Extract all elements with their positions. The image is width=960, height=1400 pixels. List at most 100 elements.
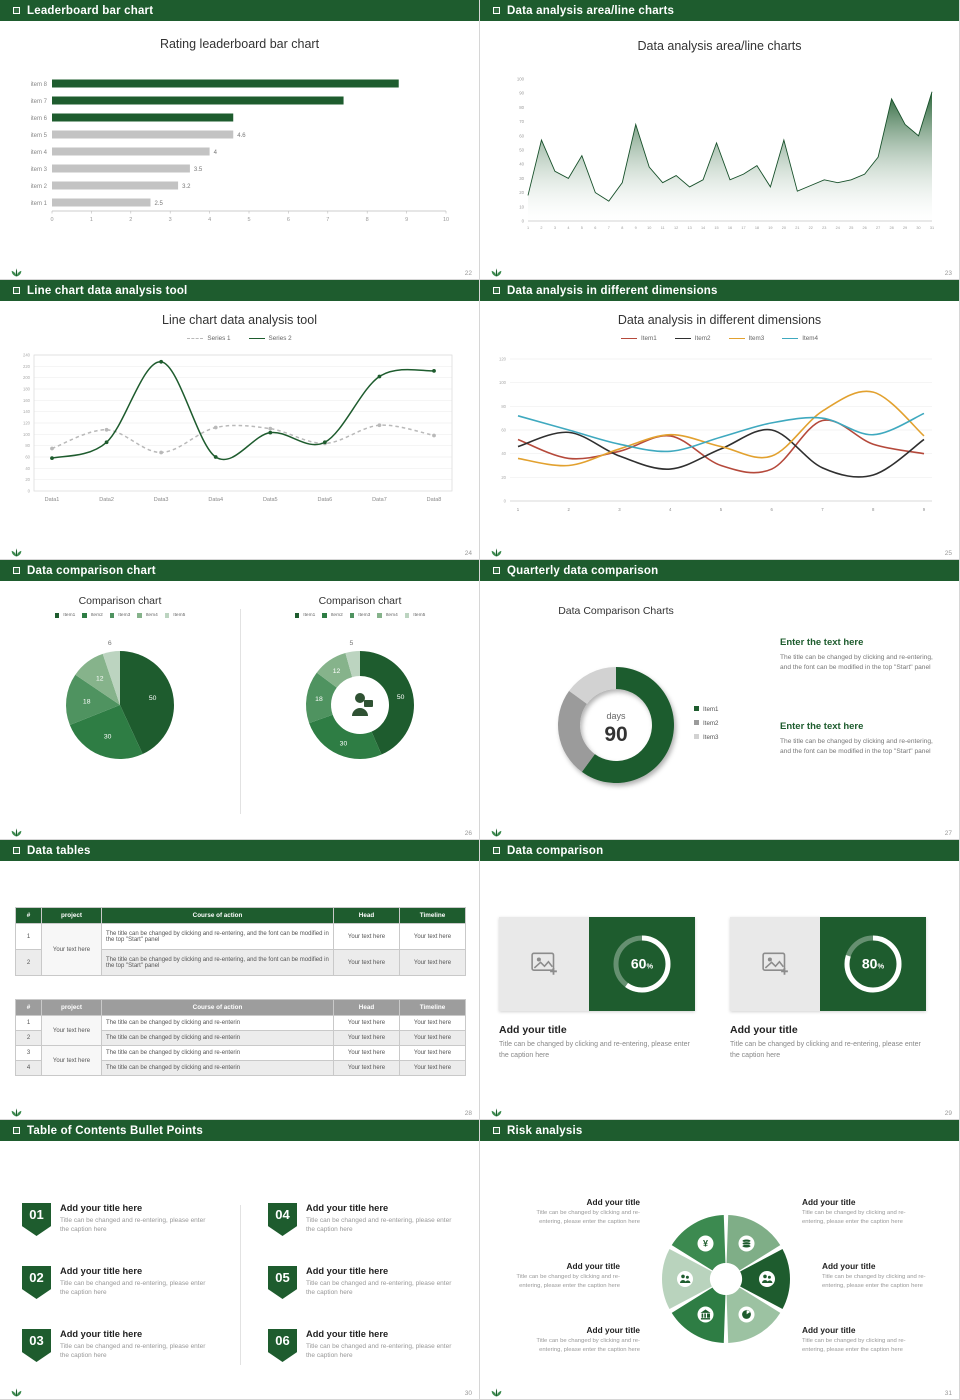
slide-header: Risk analysis xyxy=(480,1120,959,1141)
legend-item: Item5 xyxy=(404,613,425,618)
svg-text:100: 100 xyxy=(499,380,507,385)
data-table-gray: # project Course of action Head Timeline… xyxy=(15,999,466,1076)
wheat-logo-icon xyxy=(11,1108,22,1117)
svg-text:Data1: Data1 xyxy=(45,497,60,503)
progress-ring: 80% xyxy=(841,932,905,996)
legend-item: Item1 xyxy=(621,335,657,342)
slide-risk-analysis: Risk analysis ¥ Add your title Title can… xyxy=(480,1120,960,1400)
block-title: Enter the text here xyxy=(780,721,864,732)
svg-text:140: 140 xyxy=(23,409,31,414)
slide-footer: 24 xyxy=(10,548,472,557)
block-title: Add your title xyxy=(802,1325,856,1335)
svg-text:3.2: 3.2 xyxy=(182,184,191,190)
divider xyxy=(240,1205,241,1365)
table-cell: Your text here xyxy=(399,949,466,976)
slide-header: Data analysis area/line charts xyxy=(480,0,959,21)
coins-icon xyxy=(742,1239,751,1248)
toc-item: 03 Add your title here Title can be chan… xyxy=(22,1329,234,1362)
square-bullet-icon xyxy=(493,847,500,854)
svg-text:17: 17 xyxy=(741,226,745,230)
page-number: 25 xyxy=(944,550,952,557)
donut-chart: 50 30 18 12 5 xyxy=(240,623,479,783)
svg-text:31: 31 xyxy=(930,226,934,230)
table-cell: Your text here xyxy=(333,1060,400,1076)
svg-text:240: 240 xyxy=(23,353,31,358)
badge-number: 06 xyxy=(275,1333,290,1348)
slide-toc-bullets: Table of Contents Bullet Points 01 Add y… xyxy=(0,1120,480,1400)
svg-text:200: 200 xyxy=(23,375,31,380)
pie-panel: Comparison chart Item1 Item2 Item3 Item4 Ite… xyxy=(0,581,240,839)
block-body: The title can be changed by clicking and… xyxy=(780,738,933,756)
svg-text:80%: 80% xyxy=(862,956,885,972)
card-title: Add your title xyxy=(499,1024,567,1036)
wheat-logo-icon xyxy=(491,1108,502,1117)
chart-title: Comparison chart xyxy=(78,595,162,607)
svg-text:8: 8 xyxy=(366,217,369,223)
wheat-logo-icon xyxy=(11,548,22,557)
table-cell: The title can be changed by clicking and… xyxy=(101,1030,334,1046)
svg-text:26: 26 xyxy=(863,226,867,230)
block-caption: Title can be changed by clicking and re-… xyxy=(802,1210,906,1225)
table-row: 2 The title can be changed by clicking a… xyxy=(15,949,466,976)
block-title: Add your title xyxy=(586,1325,640,1335)
slide-header-title: Data comparison chart xyxy=(27,564,156,577)
svg-text:18: 18 xyxy=(315,696,323,703)
svg-text:180: 180 xyxy=(23,387,31,392)
wheat-logo-icon xyxy=(491,1388,502,1397)
svg-text:item 3: item 3 xyxy=(31,167,48,173)
svg-text:7: 7 xyxy=(821,507,824,512)
item-title: Add your title here xyxy=(60,1203,143,1213)
svg-text:Data3: Data3 xyxy=(154,497,169,503)
column-header: Head xyxy=(333,999,400,1016)
svg-text:120: 120 xyxy=(23,421,31,426)
svg-text:1: 1 xyxy=(527,226,529,230)
toc-item: 06 Add your title here Title can be chan… xyxy=(268,1329,479,1362)
slide-header: Data tables xyxy=(0,840,479,861)
square-bullet-icon xyxy=(13,567,20,574)
area-chart: 0 10 20 30 40 50 60 70 80 90 100 1 2 3 4 5 6 7 8 9 10 11 12 13 1… xyxy=(480,69,959,265)
svg-text:Data6: Data6 xyxy=(318,497,333,503)
table-header-row: # project Course of action Head Timeline xyxy=(15,999,466,1016)
slide-data-comparison-cards: Data comparison 60% Add your title Title… xyxy=(480,840,960,1120)
column-header: project xyxy=(41,999,102,1016)
slide-header: Quarterly data comparison xyxy=(480,560,959,581)
svg-text:6: 6 xyxy=(594,226,596,230)
legend-item: Item1 xyxy=(54,613,75,618)
chart-title: Rating leaderboard bar chart xyxy=(159,37,320,51)
block-title: Enter the text here xyxy=(780,637,864,648)
table-cell: The title can be changed by clicking and… xyxy=(101,923,334,950)
svg-text:Data8: Data8 xyxy=(427,497,442,503)
legend-item: Item2 xyxy=(674,335,711,342)
column-header: Timeline xyxy=(399,999,466,1016)
svg-text:50: 50 xyxy=(397,694,405,701)
table-cell: The title can be changed by clicking and… xyxy=(101,1015,334,1031)
wheat-logo-icon xyxy=(11,1388,22,1397)
svg-text:220: 220 xyxy=(23,364,31,369)
square-bullet-icon xyxy=(493,1127,500,1134)
svg-text:4: 4 xyxy=(214,150,218,156)
slide-header-title: Quarterly data comparison xyxy=(507,564,659,577)
table-cell: Your text here xyxy=(399,1030,466,1046)
svg-text:8: 8 xyxy=(621,226,623,230)
slide-data-tables: Data tables # project Course of action H… xyxy=(0,840,480,1120)
risk-text-block: Add your title Title can be changed by c… xyxy=(802,1325,920,1354)
svg-text:7: 7 xyxy=(608,226,610,230)
item-caption: Title can be changed and re-entering, pl… xyxy=(60,1280,206,1297)
svg-text:80: 80 xyxy=(25,443,30,448)
slide-line-chart-tool: Line chart data analysis tool Line chart… xyxy=(0,280,480,560)
legend-item: Item4 xyxy=(377,613,398,618)
slide-leaderboard-bar-chart: Leaderboard bar chart Rating leaderboard… xyxy=(0,0,480,280)
item-caption: Title can be changed and re-entering, pl… xyxy=(306,1217,452,1234)
slide-data-comparison-chart: Data comparison chart Comparison chart I… xyxy=(0,560,480,840)
table-cell: 1 xyxy=(15,1015,42,1031)
slide-header: Line chart data analysis tool xyxy=(0,280,479,301)
svg-text:4.6: 4.6 xyxy=(237,133,246,139)
svg-text:4: 4 xyxy=(208,217,211,223)
svg-text:28: 28 xyxy=(889,226,893,230)
divider xyxy=(240,609,241,814)
item-title: Add your title here xyxy=(306,1203,389,1213)
risk-text-block: Add your title Title can be changed by c… xyxy=(502,1261,620,1290)
slide-header: Data comparison chart xyxy=(0,560,479,581)
item-title: Add your title here xyxy=(306,1266,389,1276)
